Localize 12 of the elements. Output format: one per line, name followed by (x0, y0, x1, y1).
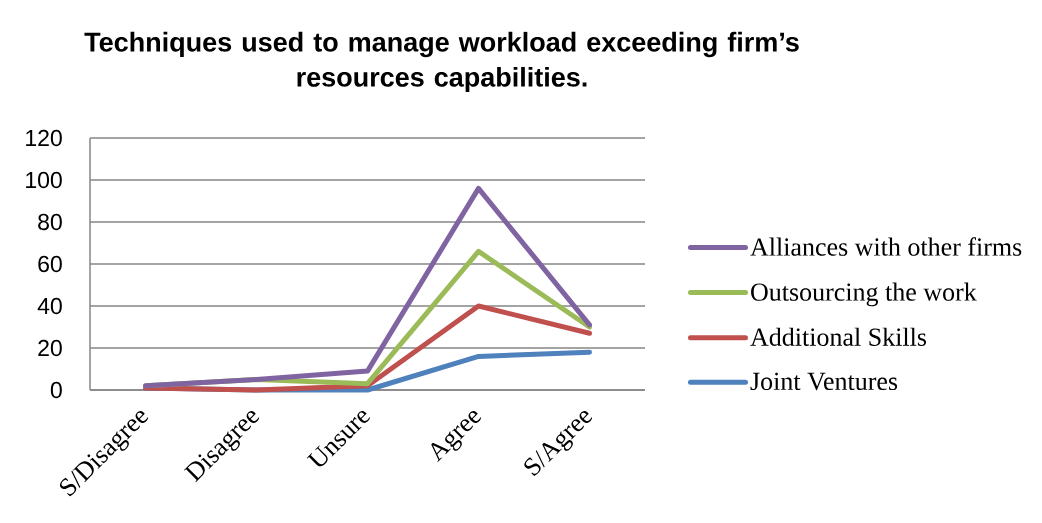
legend-label: Alliances with other firms (750, 237, 1022, 256)
legend-label: Outsourcing the work (751, 282, 977, 307)
y-tick-label: 20 (38, 339, 62, 357)
legend-label: Joint Ventures (750, 372, 898, 391)
y-tick-label: 100 (26, 171, 62, 189)
y-tick-label: 0 (50, 381, 62, 399)
y-tick-label: 120 (26, 129, 62, 147)
y-tick-label: 80 (38, 213, 62, 231)
legend-label: Additional Skills (750, 327, 927, 346)
chart-title: Techniques used to manage workload exceeding firm’s resources capabilities. (84, 31, 799, 93)
y-tick-label: 60 (38, 255, 62, 273)
y-tick-label: 40 (37, 297, 62, 315)
